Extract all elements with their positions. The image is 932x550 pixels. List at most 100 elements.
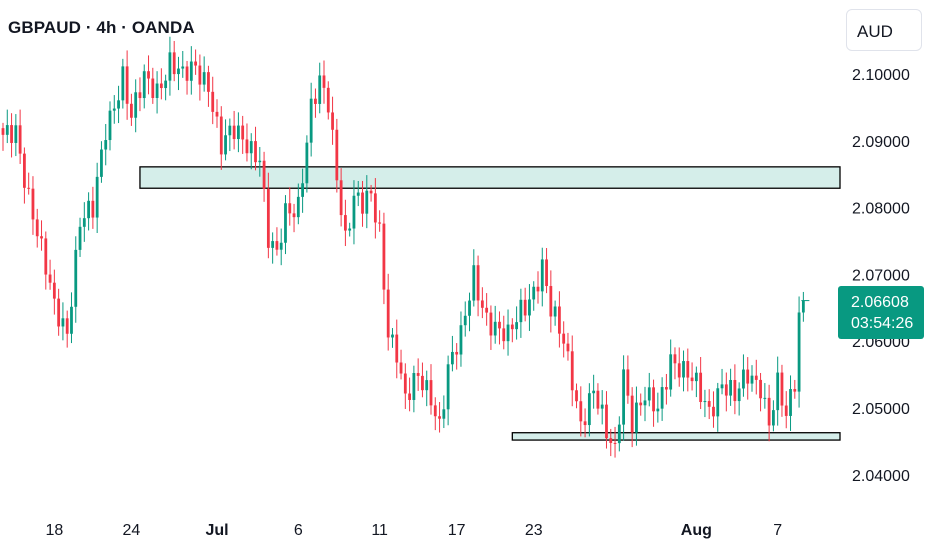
candle-body: [416, 373, 420, 376]
candle-body: [549, 286, 553, 317]
candle-body: [228, 125, 232, 136]
candle-body: [446, 364, 450, 410]
candle-body: [754, 375, 758, 380]
candle-body: [553, 306, 557, 317]
candle-body: [224, 135, 227, 155]
y-tick-label: 2.04000: [852, 468, 910, 485]
candle-body: [339, 180, 343, 216]
candle-body: [750, 375, 754, 384]
candle-body: [365, 190, 369, 214]
candle-body: [498, 321, 501, 329]
candle-body: [361, 192, 364, 214]
candle-body: [699, 372, 703, 403]
x-tick-label: 17: [448, 522, 466, 539]
candle-body: [121, 66, 125, 101]
candle-body: [112, 108, 116, 111]
candle-body: [134, 92, 138, 118]
candle-body: [613, 442, 617, 444]
candle-body: [130, 103, 133, 118]
candle-body: [476, 265, 480, 301]
candle-body: [27, 187, 31, 189]
candle-body: [673, 354, 677, 364]
candle-body: [523, 299, 527, 316]
candle-body: [125, 66, 129, 104]
candle-body: [48, 274, 52, 283]
candle-body: [724, 384, 728, 396]
candle-body: [639, 402, 643, 406]
candle-body: [369, 190, 373, 194]
candle-body: [198, 65, 202, 85]
last-price-value: 2.06608: [851, 294, 909, 311]
candle-body: [61, 318, 65, 327]
candle-body: [570, 351, 574, 391]
candle-body: [660, 387, 664, 409]
candle-body: [480, 300, 484, 308]
candle-body: [177, 68, 180, 75]
candle-body: [23, 153, 26, 188]
candle-body: [532, 286, 536, 300]
candle-body: [609, 438, 613, 443]
candle-body: [600, 404, 604, 409]
candle-body: [468, 300, 471, 316]
candle-body: [181, 66, 185, 69]
candle-body: [712, 406, 715, 417]
candle-body: [502, 328, 506, 342]
candle-body: [772, 410, 775, 426]
candle-body: [630, 395, 634, 433]
candle-body: [459, 325, 463, 355]
candle-body: [18, 125, 22, 154]
candle-body: [288, 203, 292, 214]
candle-body: [395, 334, 399, 363]
candle-body: [322, 75, 326, 88]
candle-body: [656, 408, 660, 412]
currency-selector[interactable]: AUD: [846, 9, 922, 51]
candle-body: [536, 286, 540, 292]
candle-body: [767, 397, 771, 426]
candle-body: [335, 129, 339, 181]
candle-body: [245, 139, 249, 154]
candle-body: [314, 98, 317, 104]
candle-body: [309, 98, 313, 143]
candle-body: [789, 389, 792, 416]
candle-body: [575, 390, 578, 402]
candle-body: [258, 160, 262, 163]
candle-body: [391, 334, 394, 338]
candle-body: [763, 397, 767, 399]
candle-body: [442, 409, 446, 419]
candle-body: [356, 192, 360, 196]
y-tick-label: 2.09000: [852, 134, 910, 151]
candle-body: [463, 315, 467, 326]
candle-body: [172, 52, 176, 75]
candle-body: [545, 259, 548, 287]
candle-body: [284, 203, 287, 243]
candle-body: [759, 379, 762, 399]
candle-body: [797, 312, 801, 392]
candle-body: [326, 87, 330, 113]
candle-body: [626, 369, 630, 396]
candle-body: [91, 200, 95, 218]
x-tick-label: 6: [294, 522, 303, 539]
candle-body: [35, 219, 39, 237]
zone-rect-2: [511, 432, 841, 441]
candle-body: [104, 140, 108, 150]
candle-body: [211, 91, 215, 112]
candle-body: [168, 52, 172, 81]
candle-body: [142, 71, 146, 99]
candle-body: [421, 375, 424, 391]
candle-body: [729, 379, 732, 396]
candle-body: [694, 372, 698, 382]
candle-body: [82, 218, 86, 227]
candle-body: [592, 390, 596, 394]
candle-body: [254, 141, 257, 163]
candle-body: [378, 222, 382, 224]
candle-body: [780, 372, 784, 406]
candle-body: [31, 188, 35, 220]
candle-body: [100, 149, 103, 177]
candle-body: [583, 421, 587, 426]
y-tick-label: 2.07000: [852, 267, 910, 284]
candle-body: [635, 402, 638, 433]
candle-body: [682, 361, 685, 378]
candle-body: [65, 318, 69, 334]
candle-body: [219, 116, 223, 155]
